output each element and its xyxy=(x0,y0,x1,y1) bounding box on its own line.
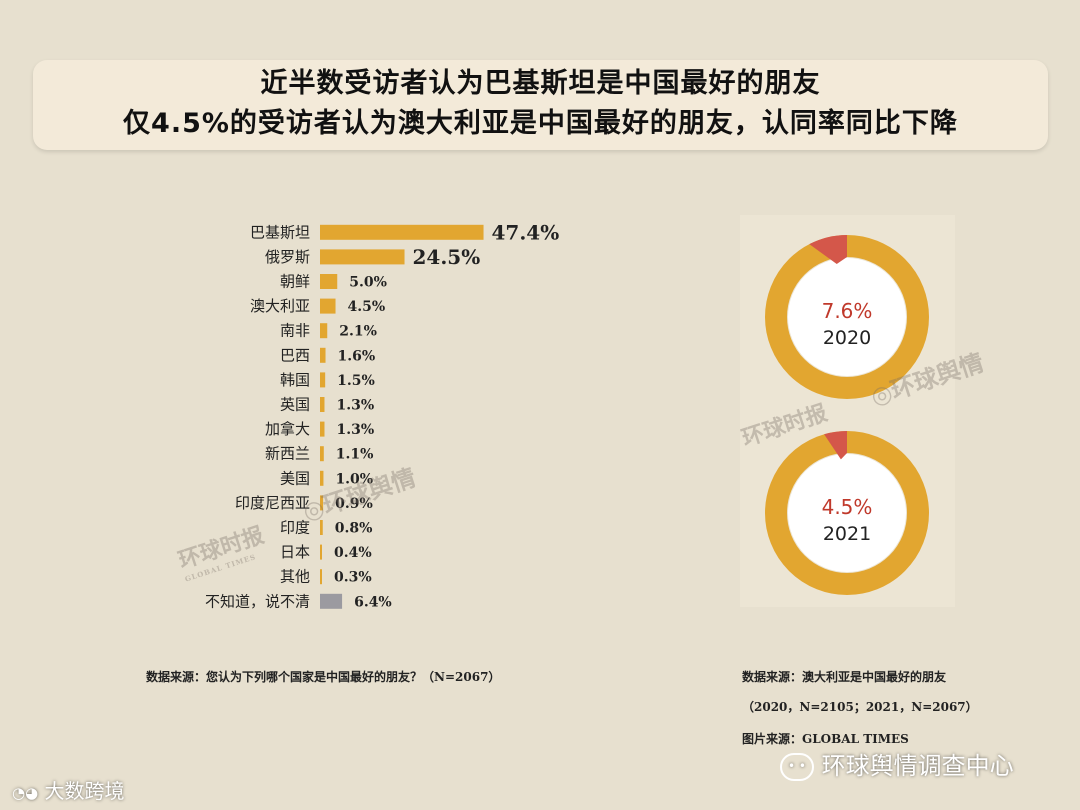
bar xyxy=(320,446,324,462)
bar xyxy=(320,274,338,289)
category-label: 日本 xyxy=(280,543,310,561)
chart-title-line2: 仅4.5%的受访者认为澳大利亚是中国最好的朋友，认同率同比下降 xyxy=(123,108,958,139)
value-label: 5.0% xyxy=(349,275,387,291)
bar xyxy=(320,520,323,535)
source-right-line1: 数据来源：澳大利亚是中国最好的朋友 xyxy=(742,670,947,684)
value-label: 2.1% xyxy=(339,324,377,340)
bar xyxy=(320,372,326,388)
value-label: 6.4% xyxy=(354,594,392,610)
donut-year-label: 2020 xyxy=(823,327,871,349)
donut-percent-label: 7.6% xyxy=(822,299,873,323)
title-banner: 近半数受访者认为巴基斯坦是中国最好的朋友 仅4.5%的受访者认为澳大利亚是中国最… xyxy=(33,60,1048,150)
bar xyxy=(320,593,343,609)
value-label: 0.8% xyxy=(335,521,373,537)
category-label: 其他 xyxy=(280,568,310,586)
bar xyxy=(320,224,484,240)
bar xyxy=(320,421,325,437)
value-label: 1.6% xyxy=(338,348,376,364)
value-label: 24.5% xyxy=(413,245,481,269)
category-label: 新西兰 xyxy=(265,445,310,463)
donut-highlight-slice xyxy=(809,235,847,264)
category-label: 俄罗斯 xyxy=(265,248,310,266)
value-label: 0.9% xyxy=(335,496,373,512)
donut-percent-label: 4.5% xyxy=(822,495,873,519)
value-label: 1.0% xyxy=(335,471,373,487)
footer-left-brand: ◔◕ 大数跨境 xyxy=(12,775,125,804)
donut-year-label: 2021 xyxy=(823,523,871,545)
value-label: 47.4% xyxy=(492,220,560,244)
category-label: 英国 xyxy=(280,396,310,414)
category-label: 巴基斯坦 xyxy=(250,223,310,241)
footer-left-brand-text: 大数跨境 xyxy=(44,779,125,803)
category-label: 韩国 xyxy=(280,371,310,389)
footer-right-brand-text: 环球舆情调查中心 xyxy=(821,752,1014,780)
source-right-line2: （2020，N=2105；2021，N=2067） xyxy=(742,700,978,714)
category-label: 澳大利亚 xyxy=(250,297,310,315)
category-label: 朝鲜 xyxy=(280,273,310,291)
footer-right-brand: • • 环球舆情调查中心 xyxy=(780,746,1014,781)
value-label: 0.4% xyxy=(334,545,372,561)
bar xyxy=(320,470,324,486)
source-right-line3: 图片来源：GLOBAL TIMES xyxy=(742,732,909,746)
value-label: 0.3% xyxy=(334,570,372,586)
bar xyxy=(320,397,325,412)
value-label: 1.3% xyxy=(336,398,374,414)
category-label: 美国 xyxy=(280,469,310,487)
source-left: 数据来源：您认为下列哪个国家是中国最好的朋友？（N=2067） xyxy=(146,670,501,684)
donut-center xyxy=(788,258,906,376)
category-label: 印度尼西亚 xyxy=(235,494,310,512)
brand-logo-icon: ◔◕ xyxy=(12,784,39,802)
wechat-icon: • • xyxy=(780,753,814,781)
value-label: 1.1% xyxy=(336,447,374,463)
value-label: 1.3% xyxy=(336,422,374,438)
bar xyxy=(320,249,405,265)
bar xyxy=(320,298,336,314)
donut-center xyxy=(788,454,906,572)
bar xyxy=(320,544,322,560)
chart-title-line1: 近半数受访者认为巴基斯坦是中国最好的朋友 xyxy=(260,68,821,99)
bar xyxy=(320,495,324,511)
bar xyxy=(320,323,328,339)
category-label: 不知道，说不清 xyxy=(205,592,310,610)
value-label: 4.5% xyxy=(348,299,386,315)
bar xyxy=(320,347,326,363)
category-label: 加拿大 xyxy=(265,420,310,438)
donut-highlight-slice xyxy=(824,431,847,460)
bar-chart: 巴基斯坦 47.4% 俄罗斯 24.5% 朝鲜 5.0% 澳大利亚 4.5% 南非 2.1% 巴西 1… xyxy=(205,220,560,610)
donut-chart-2021: 4.5% 2021 xyxy=(765,431,929,595)
category-label: 巴西 xyxy=(280,346,310,364)
category-label: 南非 xyxy=(280,322,310,340)
donut-chart-2020: 7.6% 2020 xyxy=(765,235,929,399)
value-label: 1.5% xyxy=(337,373,375,389)
bar xyxy=(320,569,322,585)
category-label: 印度 xyxy=(280,519,310,537)
